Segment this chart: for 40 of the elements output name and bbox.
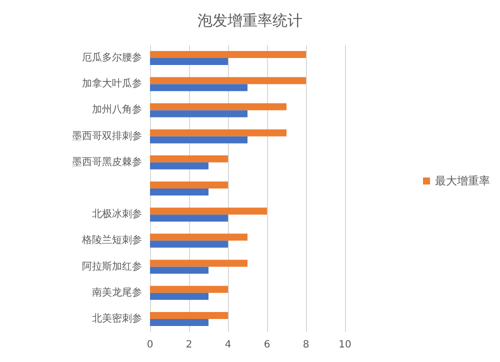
bar [150,188,208,196]
bar [150,292,208,300]
bar [150,266,208,274]
y-tick-label: 格陵兰短刺参 [81,234,142,246]
bar [150,103,286,110]
bar [150,58,228,66]
x-tick-label: 10 [338,340,352,350]
y-tick-label: 北极冰刺参 [92,208,142,220]
bar [150,129,286,136]
bar [150,77,306,84]
y-tick-label: 厄瓜多尔腰参 [82,52,142,64]
bar [150,208,267,215]
bar [150,318,208,326]
y-tick-label: 加州八角参 [92,104,142,116]
bar [150,182,228,188]
x-tick-label: 2 [186,340,192,350]
bar [150,214,228,222]
y-tick-label: 墨西哥黑皮棘参 [72,156,142,168]
y-tick-label: 墨西哥双排刺参 [72,130,142,142]
bar [150,312,228,319]
bar [150,155,228,162]
bar [150,234,248,241]
bar [150,51,306,58]
bar [150,286,228,293]
bar [150,162,208,170]
y-tick-label: 阿拉斯加红参 [82,260,142,272]
bar [150,240,228,248]
bar [150,260,248,267]
bar [150,84,248,92]
x-tick-label: 4 [224,340,232,350]
bar [150,136,248,144]
chart-title: 泡发增重率统计 [198,12,302,30]
y-tick-label: 加拿大叶瓜参 [82,78,142,90]
x-tick-label: 8 [302,340,310,350]
y-tick-label: 北美密刺参 [92,312,142,324]
y-tick-label: 南美龙尾参 [92,286,142,298]
bar [150,110,248,118]
x-tick-label: 0 [146,340,154,350]
legend-label: 最大增重率 [435,174,490,188]
x-tick-label: 6 [264,340,270,350]
